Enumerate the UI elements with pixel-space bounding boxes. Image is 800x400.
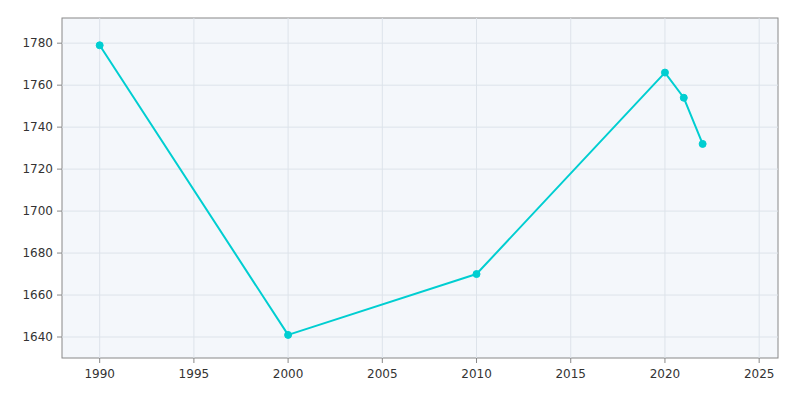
tick-y xyxy=(57,169,62,170)
chart: 1990 1995 2000 2005 2010 2015 2020 2025 1640 1660… xyxy=(0,0,800,400)
tick-label-x: 2015 xyxy=(555,367,586,381)
tick-label-y: 1720 xyxy=(22,162,53,176)
tick-x xyxy=(476,358,477,363)
grid-line-y xyxy=(62,295,778,296)
point xyxy=(680,94,687,101)
point xyxy=(285,331,292,338)
tick-x xyxy=(382,358,383,363)
tick-label-x: 2010 xyxy=(461,367,492,381)
tick-label-x: 1990 xyxy=(84,367,115,381)
tick-y xyxy=(57,211,62,212)
tick-label-x: 1995 xyxy=(179,367,210,381)
tick-label-y: 1640 xyxy=(22,330,53,344)
tick-x xyxy=(759,358,760,363)
chart-container: 1990 1995 2000 2005 2010 2015 2020 2025 1640 1660… xyxy=(0,0,800,400)
point xyxy=(661,69,668,76)
tick-label-y: 1780 xyxy=(22,36,53,50)
tick-label-y: 1700 xyxy=(22,204,53,218)
axes: 1990 1995 2000 2005 2010 2015 2020 2025 1640 1660… xyxy=(22,36,774,381)
tick-y xyxy=(57,43,62,44)
grid-line-y xyxy=(62,127,778,128)
tick-y xyxy=(57,253,62,254)
grid-line-y xyxy=(62,253,778,254)
line xyxy=(100,45,703,335)
tick-y xyxy=(57,337,62,338)
tick-label-x: 2020 xyxy=(650,367,681,381)
grid-line-y xyxy=(62,211,778,212)
point xyxy=(699,140,706,147)
grid-line-x xyxy=(759,18,760,358)
tick-label-y: 1740 xyxy=(22,120,53,134)
series xyxy=(96,42,706,339)
tick-label-y: 1760 xyxy=(22,78,53,92)
tick-label-x: 2000 xyxy=(273,367,304,381)
tick-label-y: 1680 xyxy=(22,246,53,260)
tick-label-y: 1660 xyxy=(22,288,53,302)
grid-line-x xyxy=(570,18,571,358)
tick-x xyxy=(664,358,665,363)
tick-label-x: 2005 xyxy=(367,367,398,381)
grid-line-x xyxy=(382,18,383,358)
grid xyxy=(62,18,778,358)
tick-x xyxy=(570,358,571,363)
tick-x xyxy=(193,358,194,363)
tick-x xyxy=(99,358,100,363)
grid-line-x xyxy=(99,18,100,358)
tick-x xyxy=(288,358,289,363)
grid-line-x xyxy=(288,18,289,358)
tick-y xyxy=(57,85,62,86)
grid-line-y xyxy=(62,43,778,44)
grid-line-y xyxy=(62,169,778,170)
tick-label-x: 2025 xyxy=(744,367,775,381)
grid-line-x xyxy=(476,18,477,358)
plot-area xyxy=(62,18,778,358)
point xyxy=(473,271,480,278)
grid-line-y xyxy=(62,337,778,338)
point xyxy=(96,42,103,49)
tick-y xyxy=(57,295,62,296)
grid-line-y xyxy=(62,85,778,86)
tick-y xyxy=(57,127,62,128)
